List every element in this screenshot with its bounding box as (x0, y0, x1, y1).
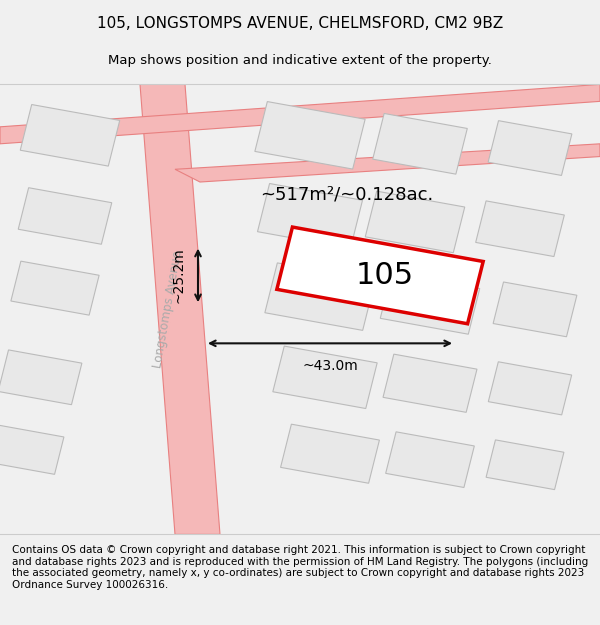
Polygon shape (257, 184, 362, 249)
Polygon shape (493, 282, 577, 337)
Polygon shape (0, 350, 82, 404)
Polygon shape (380, 272, 480, 334)
Polygon shape (0, 424, 64, 474)
Polygon shape (265, 263, 375, 331)
Text: Map shows position and indicative extent of the property.: Map shows position and indicative extent… (108, 54, 492, 68)
Polygon shape (486, 440, 564, 489)
Polygon shape (277, 227, 483, 324)
Polygon shape (281, 424, 379, 483)
Polygon shape (386, 432, 475, 488)
Polygon shape (20, 104, 120, 166)
Polygon shape (373, 114, 467, 174)
Text: ~43.0m: ~43.0m (302, 359, 358, 372)
Polygon shape (365, 191, 465, 253)
Text: 105: 105 (356, 261, 414, 290)
Text: ~517m²/~0.128ac.: ~517m²/~0.128ac. (260, 186, 433, 204)
Polygon shape (140, 84, 220, 534)
Text: ~25.2m: ~25.2m (172, 248, 186, 303)
Text: Longstomps Avenue: Longstomps Avenue (151, 249, 185, 369)
Polygon shape (476, 201, 565, 256)
Text: 105, LONGSTOMPS AVENUE, CHELMSFORD, CM2 9BZ: 105, LONGSTOMPS AVENUE, CHELMSFORD, CM2 … (97, 16, 503, 31)
Polygon shape (488, 121, 572, 176)
Polygon shape (11, 261, 99, 315)
Polygon shape (0, 84, 600, 144)
Polygon shape (175, 144, 600, 182)
Polygon shape (18, 188, 112, 244)
Polygon shape (488, 362, 572, 415)
Polygon shape (255, 102, 365, 169)
Polygon shape (273, 346, 377, 409)
Text: Contains OS data © Crown copyright and database right 2021. This information is : Contains OS data © Crown copyright and d… (12, 545, 588, 590)
Polygon shape (383, 354, 477, 412)
